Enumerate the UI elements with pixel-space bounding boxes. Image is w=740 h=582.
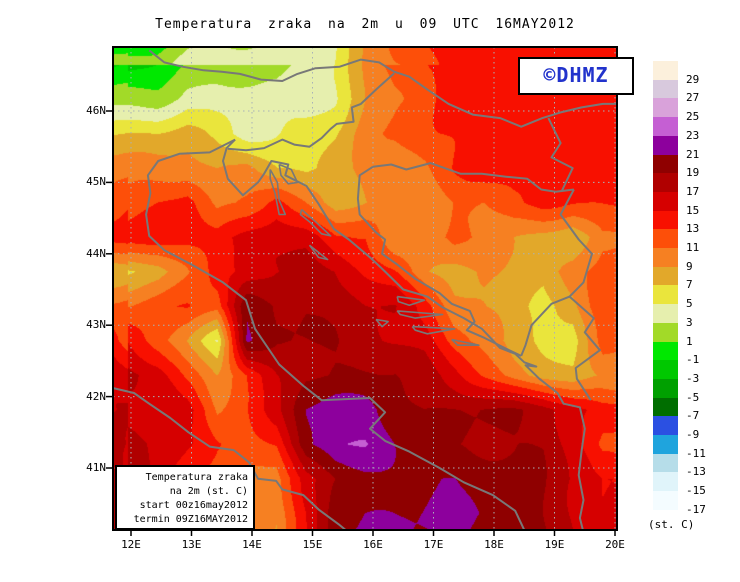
island-outline bbox=[375, 318, 389, 328]
lon-tick-label: 19E bbox=[544, 538, 565, 551]
legend-value-label: 17 bbox=[686, 184, 700, 198]
legend-unit-label: (st. C) bbox=[648, 518, 695, 531]
coastline-border bbox=[559, 189, 601, 401]
legend-value-label: 21 bbox=[686, 147, 700, 161]
legend-color-swatch bbox=[653, 229, 678, 249]
legend-color-swatch bbox=[653, 98, 678, 118]
coastline-border bbox=[148, 49, 617, 128]
legend-value-label: -5 bbox=[686, 390, 700, 404]
legend-color-swatch bbox=[653, 285, 678, 305]
lon-tick-label: 13E bbox=[181, 538, 202, 551]
legend-color-swatch bbox=[653, 435, 678, 455]
legend-color-swatch bbox=[653, 378, 678, 399]
coastline-border bbox=[145, 138, 526, 531]
legend-value-label: -1 bbox=[686, 353, 700, 367]
lat-tick-label: 43N bbox=[86, 318, 106, 332]
dhmz-watermark-box: ©DHMZ bbox=[518, 57, 634, 95]
island-outline bbox=[308, 244, 329, 261]
legend-color-swatch bbox=[653, 341, 678, 361]
legend-color-swatch bbox=[653, 416, 678, 436]
info-line-variable: Temperatura zraka bbox=[145, 472, 248, 483]
legend-value-label: 15 bbox=[686, 203, 700, 217]
dhmz-watermark-text: ©DHMZ bbox=[543, 63, 609, 87]
legend-value-label: -17 bbox=[686, 502, 706, 516]
info-line-termin: termin 09Z16MAY2012 bbox=[133, 514, 248, 525]
coastline-border bbox=[227, 72, 395, 152]
legend-value-label: 5 bbox=[686, 297, 693, 311]
lat-tick-label: 46N bbox=[86, 104, 106, 117]
legend-value-label: -11 bbox=[686, 446, 706, 460]
info-line-level: na 2m (st. C) bbox=[169, 486, 248, 497]
temperature-field-canvas bbox=[113, 47, 617, 530]
lon-tick-label: 17E bbox=[423, 538, 444, 551]
lat-tick-label: 45N bbox=[86, 175, 106, 189]
island-outline bbox=[269, 169, 287, 216]
legend-color-swatch bbox=[653, 79, 678, 99]
lat-tick-label: 42N bbox=[86, 389, 106, 403]
legend-color-swatch bbox=[653, 248, 678, 268]
legend-value-label: 1 bbox=[686, 334, 693, 348]
legend-value-label: -3 bbox=[686, 371, 700, 385]
legend-color-swatch bbox=[653, 117, 678, 137]
legend-color-swatch bbox=[653, 397, 678, 417]
lon-tick-label: 20E bbox=[605, 538, 625, 551]
coastline-border bbox=[222, 138, 586, 531]
lat-tick-label: 44N bbox=[86, 246, 106, 260]
island-outline bbox=[411, 325, 456, 335]
legend-color-swatch bbox=[653, 304, 678, 324]
run-info-box: Temperatura zraka na 2m (st. C) start 00… bbox=[115, 465, 255, 530]
coastline-border bbox=[372, 162, 575, 193]
legend-value-label: 19 bbox=[686, 166, 700, 180]
lon-tick-label: 12E bbox=[121, 538, 141, 551]
legend-value-label: 3 bbox=[686, 315, 693, 329]
map-title: Temperatura zraka na 2m u 09 UTC 16MAY20… bbox=[155, 17, 575, 32]
legend-color-swatch bbox=[653, 154, 678, 174]
legend-color-swatch bbox=[653, 491, 678, 511]
island-outline bbox=[396, 310, 444, 319]
legend-color-swatch bbox=[653, 453, 678, 473]
legend-value-label: -13 bbox=[686, 465, 706, 479]
legend-value-label: 11 bbox=[686, 241, 700, 254]
legend-color-swatch bbox=[653, 360, 678, 380]
lon-tick-label: 18E bbox=[484, 538, 504, 551]
legend-value-label: 13 bbox=[686, 222, 700, 236]
lat-tick-label: 41N bbox=[86, 461, 106, 474]
lon-tick-label: 15E bbox=[302, 538, 323, 551]
legend-value-label: 7 bbox=[686, 278, 693, 292]
coastline-border bbox=[547, 117, 574, 192]
coastline-border bbox=[112, 387, 347, 531]
island-outline bbox=[451, 338, 480, 346]
lon-tick-label: 14E bbox=[242, 538, 262, 551]
lon-tick-label: 16E bbox=[363, 538, 383, 551]
legend-color-swatch bbox=[653, 210, 678, 230]
legend-value-label: -9 bbox=[686, 428, 700, 441]
legend-value-label: -7 bbox=[686, 409, 700, 423]
island-outline bbox=[299, 208, 332, 237]
legend-value-label: 23 bbox=[686, 128, 700, 142]
legend-color-swatch bbox=[653, 266, 678, 286]
legend-color-swatch bbox=[653, 135, 678, 155]
legend-value-label: -15 bbox=[686, 484, 706, 498]
island-outline bbox=[396, 295, 426, 306]
coastline-border bbox=[356, 165, 522, 357]
legend-color-swatch bbox=[653, 173, 678, 193]
island-outline bbox=[278, 163, 299, 185]
legend-color-swatch bbox=[653, 472, 678, 492]
map-frame bbox=[112, 46, 618, 531]
info-line-start: start 00z16may2012 bbox=[139, 500, 248, 511]
legend-color-swatch bbox=[653, 322, 678, 342]
legend-value-label: 27 bbox=[686, 91, 700, 105]
legend-color-swatch bbox=[653, 61, 678, 81]
coastline-border bbox=[520, 295, 570, 357]
legend-value-label: 29 bbox=[686, 72, 700, 86]
legend-color-swatch bbox=[653, 191, 678, 212]
legend-value-label: 25 bbox=[686, 110, 700, 124]
legend-value-label: 9 bbox=[686, 259, 693, 273]
